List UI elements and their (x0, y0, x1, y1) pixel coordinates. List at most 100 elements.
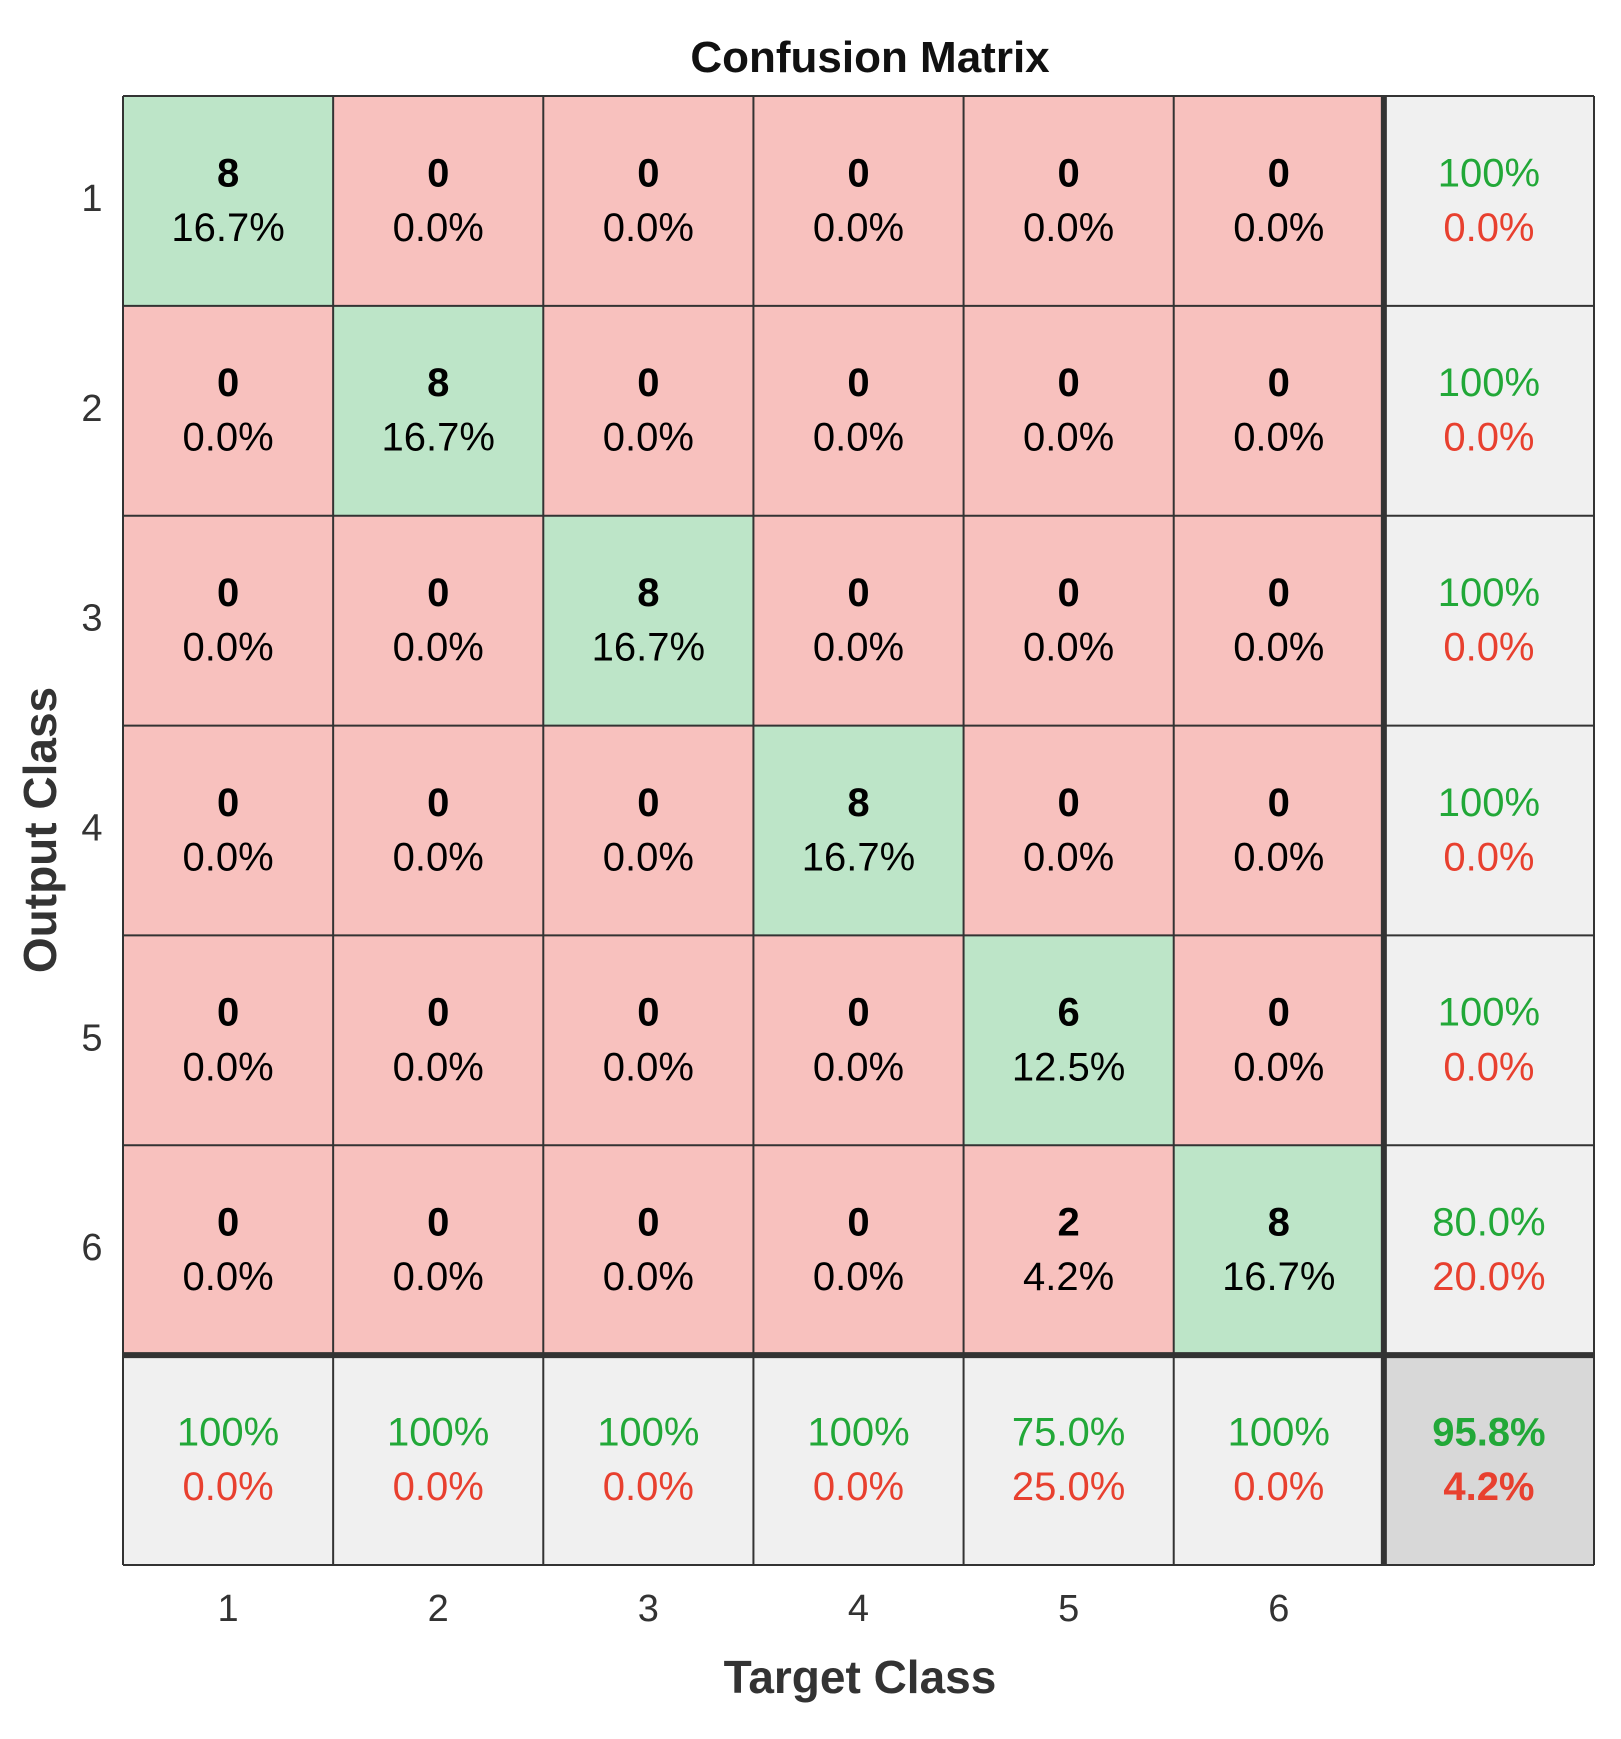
y-axis-label: Output Class (14, 687, 66, 973)
cell-background (123, 935, 334, 1146)
column-summary-cell: 100% 0.0% (333, 1355, 544, 1565)
cell-background (753, 305, 964, 516)
cell-percent: 0.0% (603, 416, 694, 460)
matrix-cell: 0 0.0% (1173, 935, 1384, 1146)
cell-percent: 16.7% (1222, 1255, 1335, 1299)
summary-background (1383, 1145, 1594, 1356)
cell-background (333, 515, 544, 726)
cell-count: 0 (1058, 361, 1080, 405)
cell-percent: 0.0% (182, 626, 273, 670)
cell-background (753, 515, 964, 726)
chart-title: Confusion Matrix (690, 33, 1050, 82)
cell-percent: 0.0% (393, 1255, 484, 1299)
matrix-cell: 0 0.0% (123, 935, 334, 1146)
cell-percent: 0.0% (182, 1255, 273, 1299)
summary-correct: 100% (1438, 151, 1540, 195)
matrix-cell: 0 0.0% (1173, 96, 1384, 306)
matrix-cell: 0 0.0% (963, 96, 1174, 306)
cell-count: 0 (217, 781, 239, 825)
matrix-cell: 0 0.0% (543, 935, 754, 1146)
y-tick-label: 4 (81, 808, 102, 850)
matrix-cell: 8 16.7% (333, 305, 544, 516)
cell-percent: 0.0% (603, 1045, 694, 1089)
matrix-cell: 0 0.0% (123, 305, 334, 516)
x-tick-label: 1 (218, 1588, 239, 1630)
cell-background (753, 935, 964, 1146)
cell-count: 0 (217, 1201, 239, 1245)
matrix-cell: 0 0.0% (753, 305, 964, 516)
summary-correct: 75.0% (1012, 1410, 1125, 1454)
cell-count: 0 (217, 991, 239, 1035)
summary-correct: 100% (1438, 781, 1540, 825)
cell-background (123, 96, 334, 306)
overall-correct: 95.8% (1432, 1410, 1545, 1454)
cell-background (543, 305, 754, 516)
cell-percent: 0.0% (393, 626, 484, 670)
cell-percent: 0.0% (393, 835, 484, 879)
grid-lines (122, 95, 1595, 1566)
column-summary-cell: 100% 0.0% (753, 1355, 964, 1565)
column-summary-cell: 75.0% 25.0% (963, 1355, 1174, 1565)
matrix-cell: 0 0.0% (543, 1145, 754, 1356)
cell-count: 8 (427, 361, 449, 405)
matrix-cell: 8 16.7% (753, 725, 964, 936)
cell-percent: 0.0% (1023, 835, 1114, 879)
cell-background (333, 935, 544, 1146)
cell-percent: 0.0% (393, 206, 484, 250)
cell-count: 0 (1268, 571, 1290, 615)
cell-background (753, 96, 964, 306)
y-tick-label: 2 (81, 388, 102, 430)
cell-percent: 0.0% (603, 206, 694, 250)
matrix-cell: 0 0.0% (333, 1145, 544, 1356)
cell-percent: 0.0% (182, 1045, 273, 1089)
cell-percent: 0.0% (813, 416, 904, 460)
cell-percent: 0.0% (1233, 206, 1324, 250)
summary-incorrect: 0.0% (603, 1465, 694, 1509)
summary-correct: 100% (177, 1410, 279, 1454)
matrix-cell: 0 0.0% (753, 935, 964, 1146)
cell-count: 0 (427, 991, 449, 1035)
summary-background (753, 1355, 964, 1565)
summary-incorrect: 0.0% (1443, 416, 1534, 460)
cell-count: 0 (637, 1201, 659, 1245)
cell-percent: 0.0% (1023, 416, 1114, 460)
x-axis-label: Target Class (724, 1651, 997, 1703)
summary-correct: 100% (807, 1410, 909, 1454)
cell-count: 0 (847, 361, 869, 405)
summary-correct: 100% (1438, 571, 1540, 615)
cell-percent: 0.0% (813, 1255, 904, 1299)
cell-background (1173, 515, 1384, 726)
cell-count: 0 (217, 361, 239, 405)
cell-percent: 0.0% (1233, 1045, 1324, 1089)
cell-percent: 0.0% (813, 1045, 904, 1089)
cell-count: 6 (1058, 991, 1080, 1035)
column-summary-cell: 100% 0.0% (123, 1355, 334, 1565)
cell-count: 0 (1058, 151, 1080, 195)
summary-background (123, 1355, 334, 1565)
summary-incorrect: 25.0% (1012, 1465, 1125, 1509)
matrix-cell: 0 0.0% (333, 725, 544, 936)
matrix-cell: 0 0.0% (123, 725, 334, 936)
cell-background (123, 515, 334, 726)
cell-count: 0 (1268, 781, 1290, 825)
cell-background (1173, 1145, 1384, 1356)
cell-count: 0 (637, 151, 659, 195)
matrix-cell: 0 0.0% (543, 96, 754, 306)
x-tick-label: 5 (1058, 1588, 1079, 1630)
summary-correct: 100% (1438, 991, 1540, 1035)
cell-count: 8 (637, 571, 659, 615)
matrix-cell: 0 0.0% (123, 1145, 334, 1356)
cell-percent: 0.0% (1233, 835, 1324, 879)
row-summary-cell: 100% 0.0% (1383, 725, 1594, 936)
cell-percent: 0.0% (1023, 206, 1114, 250)
cell-percent: 0.0% (1023, 626, 1114, 670)
x-tick-label: 4 (848, 1588, 869, 1630)
cell-count: 0 (427, 151, 449, 195)
cell-count: 8 (847, 781, 869, 825)
matrix-cell: 0 0.0% (543, 305, 754, 516)
cell-percent: 12.5% (1012, 1045, 1125, 1089)
summary-background (963, 1355, 1174, 1565)
matrix-cell: 8 16.7% (1173, 1145, 1384, 1356)
cell-background (333, 1145, 544, 1356)
